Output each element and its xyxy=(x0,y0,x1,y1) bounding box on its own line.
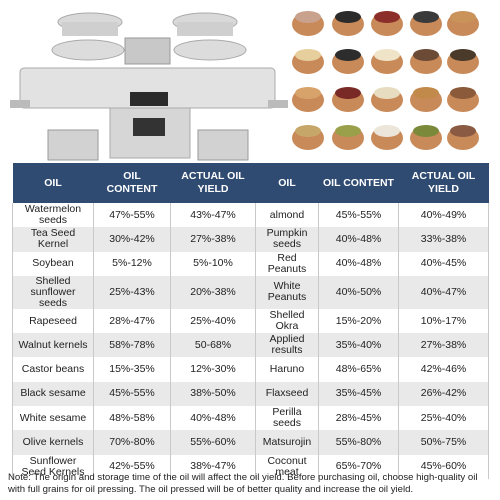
table-cell: Perilla seeds xyxy=(255,406,319,431)
table-cell: 50-68% xyxy=(170,333,256,358)
table-cell: Watermelon seeds xyxy=(12,203,94,228)
table-cell: 47%-55% xyxy=(93,203,171,228)
table-cell: White sesame xyxy=(12,406,94,431)
header-cell: OIL CONTENT xyxy=(93,163,171,203)
table-row: Castor beans 15%-35% 12%-30% Haruno 48%-65% 4… xyxy=(12,357,489,382)
table-cell: Shelled Okra xyxy=(255,308,319,334)
table-cell: 33%-38% xyxy=(398,227,489,252)
table-cell: 15%-20% xyxy=(318,308,399,334)
table-cell: Sunflower Seed Kernels xyxy=(12,454,94,479)
table-cell: 43%-47% xyxy=(170,203,256,228)
table-cell: White Peanuts xyxy=(255,275,319,309)
table-cell: almond xyxy=(255,203,319,228)
header-cell: ACTUAL OIL YIELD xyxy=(170,163,256,203)
table-row: Sunflower Seed Kernels 42%-55% 38%-47% Coco… xyxy=(12,454,489,479)
table-cell: 50%-75% xyxy=(398,430,489,455)
table-cell: Rapeseed xyxy=(12,308,94,334)
table-cell: 40%-48% xyxy=(318,227,399,252)
table-row: White sesame 48%-58% 40%-48% Perilla seeds 2… xyxy=(12,406,489,431)
table-cell: Olive kernels xyxy=(12,430,94,455)
table-cell: Walnut kernels xyxy=(12,333,94,358)
table-cell: 40%-45% xyxy=(398,251,489,276)
header-cell: OIL xyxy=(12,163,94,203)
header-cell: OIL xyxy=(255,163,319,203)
table-cell: Shelled sunflower seeds xyxy=(12,275,94,309)
table-row: Rapeseed 28%-47% 25%-40% Shelled Okra 15%-20… xyxy=(12,308,489,334)
table-cell: 5%-12% xyxy=(93,251,171,276)
header-cell: OIL CONTENT xyxy=(318,163,399,203)
table-cell: Haruno xyxy=(255,357,319,382)
table-row: Walnut kernels 58%-78% 50-68% Applied resul… xyxy=(12,333,489,358)
table-cell: 45%-55% xyxy=(318,203,399,228)
table-cell: 25%-40% xyxy=(170,308,256,334)
table-row: Watermelon seeds 47%-55% 43%-47% almond 45%-… xyxy=(12,203,489,228)
table-cell: 40%-48% xyxy=(318,251,399,276)
table-cell: Soybean xyxy=(12,251,94,276)
table-row: Shelled sunflower seeds 25%-43% 20%-38% Whi… xyxy=(12,275,489,309)
table-cell: 30%-42% xyxy=(93,227,171,252)
product-photo xyxy=(0,0,500,162)
table-cell: 45%-55% xyxy=(93,381,171,407)
oil-yield-table: OIL OIL CONTENT ACTUAL OIL YIELD OIL OIL CON… xyxy=(12,163,489,479)
table-cell: Flaxseed xyxy=(255,381,319,407)
table-cell: 55%-80% xyxy=(318,430,399,455)
table-cell: 27%-38% xyxy=(170,227,256,252)
table-cell: 20%-38% xyxy=(170,275,256,309)
table-cell: 25%-43% xyxy=(93,275,171,309)
table-cell: 55%-60% xyxy=(170,430,256,455)
header-row: OIL OIL CONTENT ACTUAL OIL YIELD OIL OIL CON… xyxy=(12,163,489,203)
table-cell: 70%-80% xyxy=(93,430,171,455)
table-cell: Tea Seed Kernel xyxy=(12,227,94,252)
table-cell: 42%-55% xyxy=(93,454,171,479)
table-cell: 38%-50% xyxy=(170,381,256,407)
table-cell: 58%-78% xyxy=(93,333,171,358)
table-cell: Castor beans xyxy=(12,357,94,382)
header-cell: ACTUAL OIL YIELD xyxy=(398,163,489,203)
table-row: Black sesame 45%-55% 38%-50% Flaxseed 35%-45… xyxy=(12,381,489,407)
table-cell: 28%-47% xyxy=(93,308,171,334)
table-cell: Pumpkin seeds xyxy=(255,227,319,252)
table-cell: 45%-60% xyxy=(398,454,489,479)
table-cell: 15%-35% xyxy=(93,357,171,382)
table-body: Watermelon seeds 47%-55% 43%-47% almond 45%-… xyxy=(12,203,489,479)
table-row: Soybean 5%-12% 5%-10% Red Peanuts 40%-48% 40%… xyxy=(12,251,489,276)
table-cell: 42%-46% xyxy=(398,357,489,382)
table-cell: 65%-70% xyxy=(318,454,399,479)
note: Note: The origin and storage time of the… xyxy=(8,472,478,495)
table-cell: Red Peanuts xyxy=(255,251,319,276)
oil-press-machine xyxy=(10,12,288,161)
table-cell: 5%-10% xyxy=(170,251,256,276)
table-cell: 35%-45% xyxy=(318,381,399,407)
table-cell: 27%-38% xyxy=(398,333,489,358)
table-cell: 48%-58% xyxy=(93,406,171,431)
table-cell: 28%-45% xyxy=(318,406,399,431)
table-cell: 40%-50% xyxy=(318,275,399,309)
table-row: Olive kernels 70%-80% 55%-60% Matsurojin 55%… xyxy=(12,430,489,455)
table-cell: 10%-17% xyxy=(398,308,489,334)
table-cell: Applied results xyxy=(255,333,319,358)
table-row: Tea Seed Kernel 30%-42% 27%-38% Pumpkin see… xyxy=(12,227,489,252)
table-cell: 26%-42% xyxy=(398,381,489,407)
table-cell: 40%-47% xyxy=(398,275,489,309)
table-cell: 25%-40% xyxy=(398,406,489,431)
table-cell: Black sesame xyxy=(12,381,94,407)
table-cell: 40%-48% xyxy=(170,406,256,431)
table-cell: 12%-30% xyxy=(170,357,256,382)
table-cell: 35%-40% xyxy=(318,333,399,358)
seed-bowls xyxy=(292,11,479,150)
table-cell: 40%-49% xyxy=(398,203,489,228)
table-cell: 48%-65% xyxy=(318,357,399,382)
table-cell: Matsurojin xyxy=(255,430,319,455)
